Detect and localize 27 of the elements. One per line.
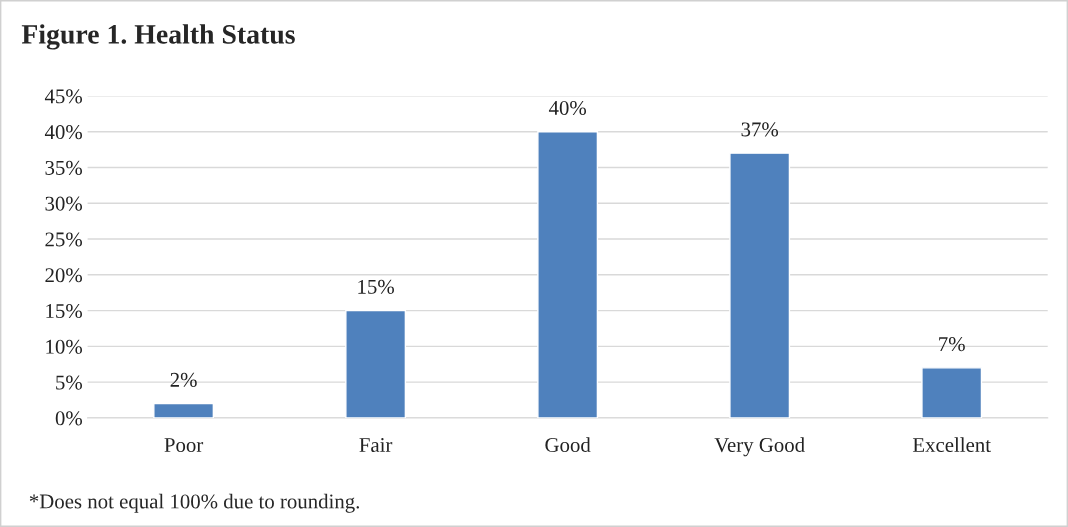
y-tick-label: 10% [46,339,83,354]
y-tick-label: 20% [45,268,83,283]
y-tick-label: 15% [46,303,83,319]
bar [537,130,599,418]
x-tick-label: Excellent [912,437,991,453]
y-tick-label: 5% [56,375,83,390]
text: 15% [358,279,394,294]
x-tick-label: Good [545,437,591,453]
bar [921,367,983,418]
y-tick-label: 30% [45,196,83,211]
y-tick-label: 0% [55,411,83,426]
x-tick-label: Fair [359,438,393,453]
x-tick-label: Poor [164,438,204,453]
bar [729,152,791,418]
text: 7% [939,337,965,352]
x-tick-label: Very Good [714,437,805,457]
y-tick-label: 45% [44,89,83,104]
y-tick-label: 35% [45,160,83,175]
text: 2% [170,372,197,387]
chart-title: Figure 1. Health Status [21,24,295,50]
bar [153,402,215,418]
text: 37% [741,122,779,137]
y-tick-label: 40% [44,125,83,140]
text: 40% [548,100,587,116]
text: *Does not equal 100% due to rounding. [29,493,360,513]
bar [345,309,407,418]
y-tick-label: 25% [45,232,83,247]
